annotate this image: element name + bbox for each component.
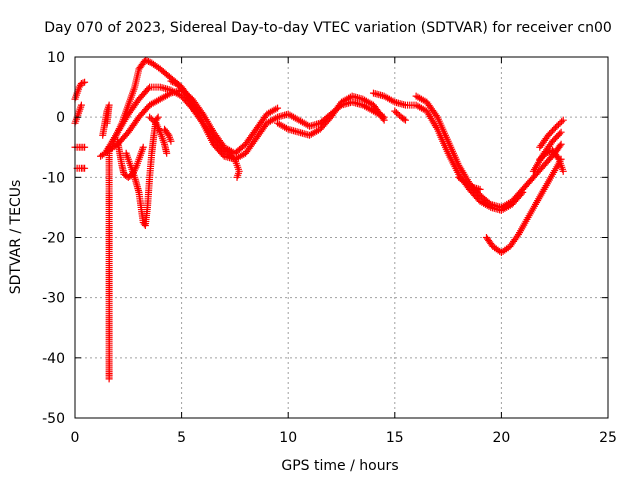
- data-point: [556, 142, 564, 150]
- data-point: [556, 130, 564, 138]
- data-point: [554, 154, 562, 162]
- data-point: [77, 79, 85, 87]
- series-arc-4: [73, 164, 89, 172]
- data-point: [164, 130, 172, 138]
- data-point: [557, 140, 565, 148]
- y-tick-label: -50: [42, 411, 65, 427]
- series-arc-20: [482, 155, 565, 257]
- series-arc-6: [99, 101, 113, 139]
- data-point: [167, 77, 175, 85]
- data-point: [554, 121, 562, 129]
- data-point: [553, 122, 561, 130]
- series-arc-13: [161, 125, 175, 145]
- data-point: [379, 115, 387, 123]
- y-tick-label: 0: [56, 110, 65, 126]
- data-marks: [71, 56, 567, 383]
- chart-title: Day 070 of 2023, Sidereal Day-to-day VTE…: [44, 20, 612, 36]
- x-axis-label: GPS time / hours: [281, 458, 398, 474]
- y-tick-label: -30: [42, 291, 65, 307]
- x-tick-label: 15: [386, 430, 404, 446]
- y-tick-label: -40: [42, 351, 65, 367]
- series-arc-18: [412, 92, 565, 211]
- data-point: [476, 185, 484, 193]
- series-arc-22: [536, 116, 567, 151]
- data-point: [154, 113, 162, 121]
- data-point: [542, 149, 550, 157]
- series-arc-5: [105, 143, 113, 383]
- series-arc-15: [274, 92, 388, 139]
- data-point: [392, 109, 400, 117]
- data-point: [394, 110, 402, 118]
- x-tick-label: 10: [279, 430, 297, 446]
- data-point: [167, 137, 175, 145]
- data-point: [147, 115, 155, 123]
- data-point: [144, 85, 152, 93]
- data-point: [401, 116, 409, 124]
- data-point: [274, 104, 282, 112]
- data-point: [81, 78, 89, 86]
- axis-ticks: 0 5 10 15 20 25 -50 -40 -30 -20 -10 0 10: [42, 50, 617, 446]
- series-arc-3: [71, 143, 89, 151]
- data-point: [79, 79, 87, 87]
- data-point: [557, 128, 565, 136]
- data-point: [539, 152, 547, 160]
- series-arc-16: [369, 89, 527, 214]
- data-point: [146, 113, 154, 121]
- data-point: [513, 232, 521, 240]
- data-point: [163, 149, 171, 157]
- x-tick-label: 0: [71, 430, 80, 446]
- data-point: [169, 78, 177, 86]
- series-arc-1: [71, 78, 89, 103]
- data-point: [81, 143, 89, 151]
- data-point: [558, 118, 566, 126]
- data-point: [432, 111, 440, 119]
- series-arc-23: [536, 146, 567, 175]
- data-point: [233, 173, 241, 181]
- y-axis-label: SDTVAR / TECUs: [8, 180, 24, 295]
- series-arc-8: [103, 83, 243, 181]
- series-arc-17: [391, 107, 409, 124]
- data-point: [559, 167, 567, 175]
- x-tick-label: 20: [492, 430, 510, 446]
- data-point: [400, 115, 408, 123]
- data-point: [105, 375, 113, 383]
- data-point: [537, 154, 545, 162]
- data-point: [139, 143, 147, 151]
- series-arc-11: [114, 137, 147, 181]
- data-point: [170, 79, 178, 87]
- data-point: [145, 58, 153, 66]
- data-point: [551, 124, 559, 132]
- data-point: [143, 57, 151, 65]
- data-point: [536, 155, 544, 163]
- data-point: [380, 116, 388, 124]
- data-point: [544, 149, 552, 157]
- y-tick-label: -20: [42, 231, 65, 247]
- x-tick-label: 25: [599, 430, 617, 446]
- series-arc-19: [455, 173, 484, 193]
- series-arc-2: [71, 101, 85, 127]
- grid: [75, 57, 608, 418]
- data-point: [103, 119, 111, 127]
- y-tick-label: 10: [47, 50, 65, 66]
- data-point: [141, 56, 149, 64]
- y-tick-label: -10: [42, 170, 65, 186]
- data-point: [81, 164, 89, 172]
- data-point: [77, 101, 85, 109]
- data-point: [149, 116, 157, 124]
- x-tick-label: 5: [177, 430, 186, 446]
- series-arc-12: [146, 113, 171, 157]
- data-point: [391, 107, 399, 115]
- data-point: [559, 116, 567, 124]
- data-point: [556, 119, 564, 127]
